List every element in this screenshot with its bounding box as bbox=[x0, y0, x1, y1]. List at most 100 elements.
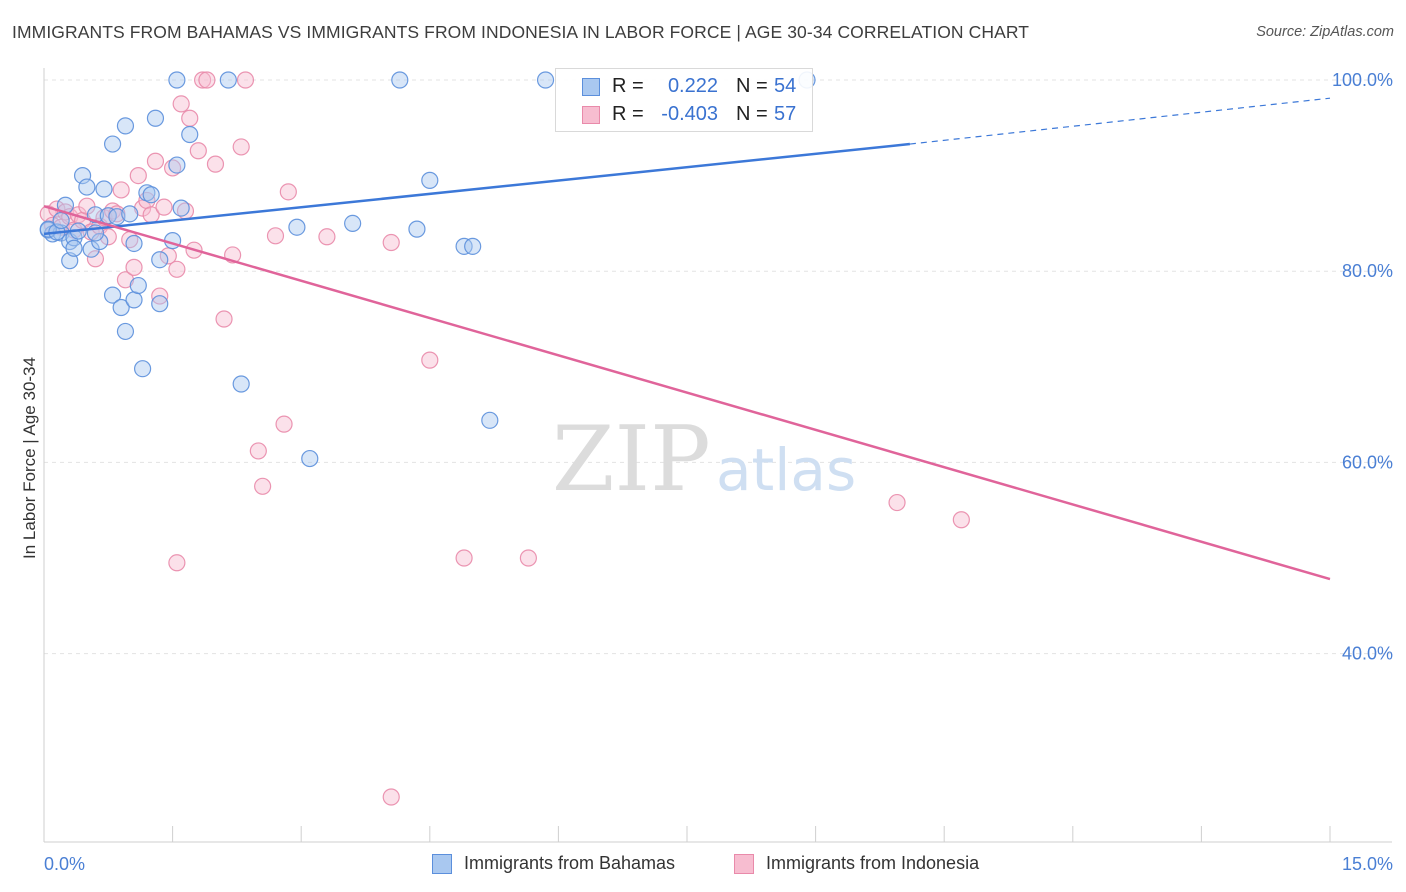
indonesia-point bbox=[519, 549, 537, 567]
indonesia-point bbox=[125, 258, 143, 276]
legend-label: Immigrants from Indonesia bbox=[766, 853, 980, 873]
indonesia-point bbox=[236, 71, 255, 89]
bahamas-point bbox=[151, 251, 169, 269]
indonesia-point bbox=[146, 152, 165, 170]
bahamas-point bbox=[391, 71, 409, 89]
bahamas-point bbox=[464, 237, 482, 255]
bahamas-point bbox=[146, 109, 165, 127]
indonesia-point bbox=[194, 71, 212, 89]
bahamas-point bbox=[232, 375, 250, 393]
stats-row-indonesia: R = -0.403 N = 57 bbox=[556, 100, 812, 128]
bahamas-point bbox=[421, 171, 439, 189]
bahamas-point bbox=[536, 71, 555, 89]
indonesia-point bbox=[155, 198, 173, 216]
indonesia-point bbox=[206, 155, 225, 173]
bahamas-legend-swatch bbox=[432, 854, 452, 874]
source-label: Source: ZipAtlas.com bbox=[1256, 24, 1394, 40]
bahamas-swatch bbox=[582, 78, 600, 96]
indonesia-point bbox=[279, 183, 297, 201]
indonesia-point bbox=[382, 233, 400, 252]
y-tick-label: 40.0% bbox=[1342, 644, 1393, 664]
bahamas-point bbox=[288, 218, 306, 236]
bahamas-point bbox=[168, 71, 186, 89]
bahamas-trend-line bbox=[43, 142, 911, 236]
indonesia-point bbox=[421, 351, 439, 369]
stats-row-bahamas: R = 0.222 N = 54 bbox=[556, 72, 812, 100]
bahamas-point bbox=[181, 125, 199, 144]
bahamas-point bbox=[408, 220, 426, 238]
indonesia-point bbox=[112, 181, 130, 199]
x-tick-label: 0.0% bbox=[44, 854, 85, 874]
indonesia-point bbox=[129, 167, 147, 185]
indonesia-point bbox=[888, 493, 906, 512]
bahamas-point bbox=[103, 135, 122, 153]
bahamas-point bbox=[168, 156, 186, 174]
n-value: 54 bbox=[774, 75, 797, 97]
indonesia-point bbox=[275, 415, 293, 433]
bahamas-point bbox=[78, 178, 96, 196]
legend: Immigrants from Bahamas Immigrants from … bbox=[0, 852, 1406, 878]
indonesia-point bbox=[86, 250, 105, 268]
bahamas-point bbox=[481, 411, 499, 429]
chart-title: IMMIGRANTS FROM BAHAMAS VS IMMIGRANTS FR… bbox=[12, 22, 1030, 42]
indonesia-point bbox=[318, 228, 336, 246]
correlation-stats-box: R = 0.222 N = 54 R = -0.403 N = 57 bbox=[555, 68, 813, 132]
indonesia-point bbox=[266, 227, 285, 245]
bahamas-point bbox=[151, 295, 169, 313]
y-tick-labels: 40.0% 60.0% 80.0% 100.0% bbox=[1332, 70, 1393, 664]
r-label: R = bbox=[612, 75, 644, 97]
indonesia-points bbox=[39, 71, 970, 806]
bahamas-point bbox=[91, 232, 109, 251]
bahamas-point bbox=[103, 286, 122, 304]
bahamas-point bbox=[116, 117, 135, 135]
bahamas-point bbox=[344, 214, 362, 232]
indonesia-point bbox=[455, 549, 473, 567]
bahamas-point bbox=[116, 322, 135, 341]
indonesia-point bbox=[181, 109, 199, 127]
indonesia-swatch bbox=[582, 106, 600, 124]
y-tick-label: 100.0% bbox=[1332, 70, 1393, 90]
r-label: R = bbox=[612, 103, 644, 125]
bahamas-point bbox=[142, 186, 160, 204]
n-label: N = bbox=[736, 75, 768, 97]
bahamas-point bbox=[121, 205, 139, 223]
indonesia-point bbox=[99, 228, 117, 246]
watermark-atlas: atlas bbox=[716, 436, 856, 504]
bahamas-point bbox=[301, 449, 319, 468]
watermark-zip: ZIP bbox=[552, 407, 711, 512]
trend-lines bbox=[43, 97, 1331, 581]
bahamas-point bbox=[125, 291, 143, 309]
grid-lines bbox=[44, 79, 1392, 655]
bahamas-point bbox=[95, 180, 113, 198]
bahamas-trend-extension bbox=[909, 97, 1331, 145]
bahamas-point bbox=[129, 276, 147, 295]
indonesia-point bbox=[189, 142, 207, 160]
r-value: -0.403 bbox=[661, 103, 718, 125]
bahamas-point bbox=[65, 239, 83, 257]
n-label: N = bbox=[736, 103, 768, 125]
r-value: 0.222 bbox=[667, 75, 718, 97]
indonesia-point bbox=[168, 260, 186, 278]
indonesia-point bbox=[198, 71, 216, 89]
bahamas-point bbox=[172, 199, 190, 217]
bahamas-point bbox=[112, 298, 130, 317]
bahamas-point bbox=[52, 211, 70, 230]
indonesia-point bbox=[215, 310, 233, 328]
indonesia-point bbox=[168, 554, 186, 572]
indonesia-point bbox=[254, 477, 272, 495]
x-tick-labels: 0.0% 15.0% bbox=[44, 854, 1393, 874]
bahamas-point bbox=[125, 234, 143, 253]
axes bbox=[43, 68, 1392, 843]
indonesia-trend-line bbox=[43, 204, 1331, 581]
y-tick-label: 60.0% bbox=[1342, 452, 1393, 472]
indonesia-point bbox=[232, 138, 250, 156]
indonesia-point bbox=[952, 511, 970, 529]
indonesia-point bbox=[249, 442, 267, 460]
n-value: 57 bbox=[774, 103, 797, 125]
legend-label: Immigrants from Bahamas bbox=[464, 853, 676, 873]
bahamas-point bbox=[219, 71, 237, 89]
bahamas-point bbox=[108, 208, 126, 226]
indonesia-point bbox=[172, 95, 190, 113]
indonesia-legend-swatch bbox=[734, 854, 754, 874]
